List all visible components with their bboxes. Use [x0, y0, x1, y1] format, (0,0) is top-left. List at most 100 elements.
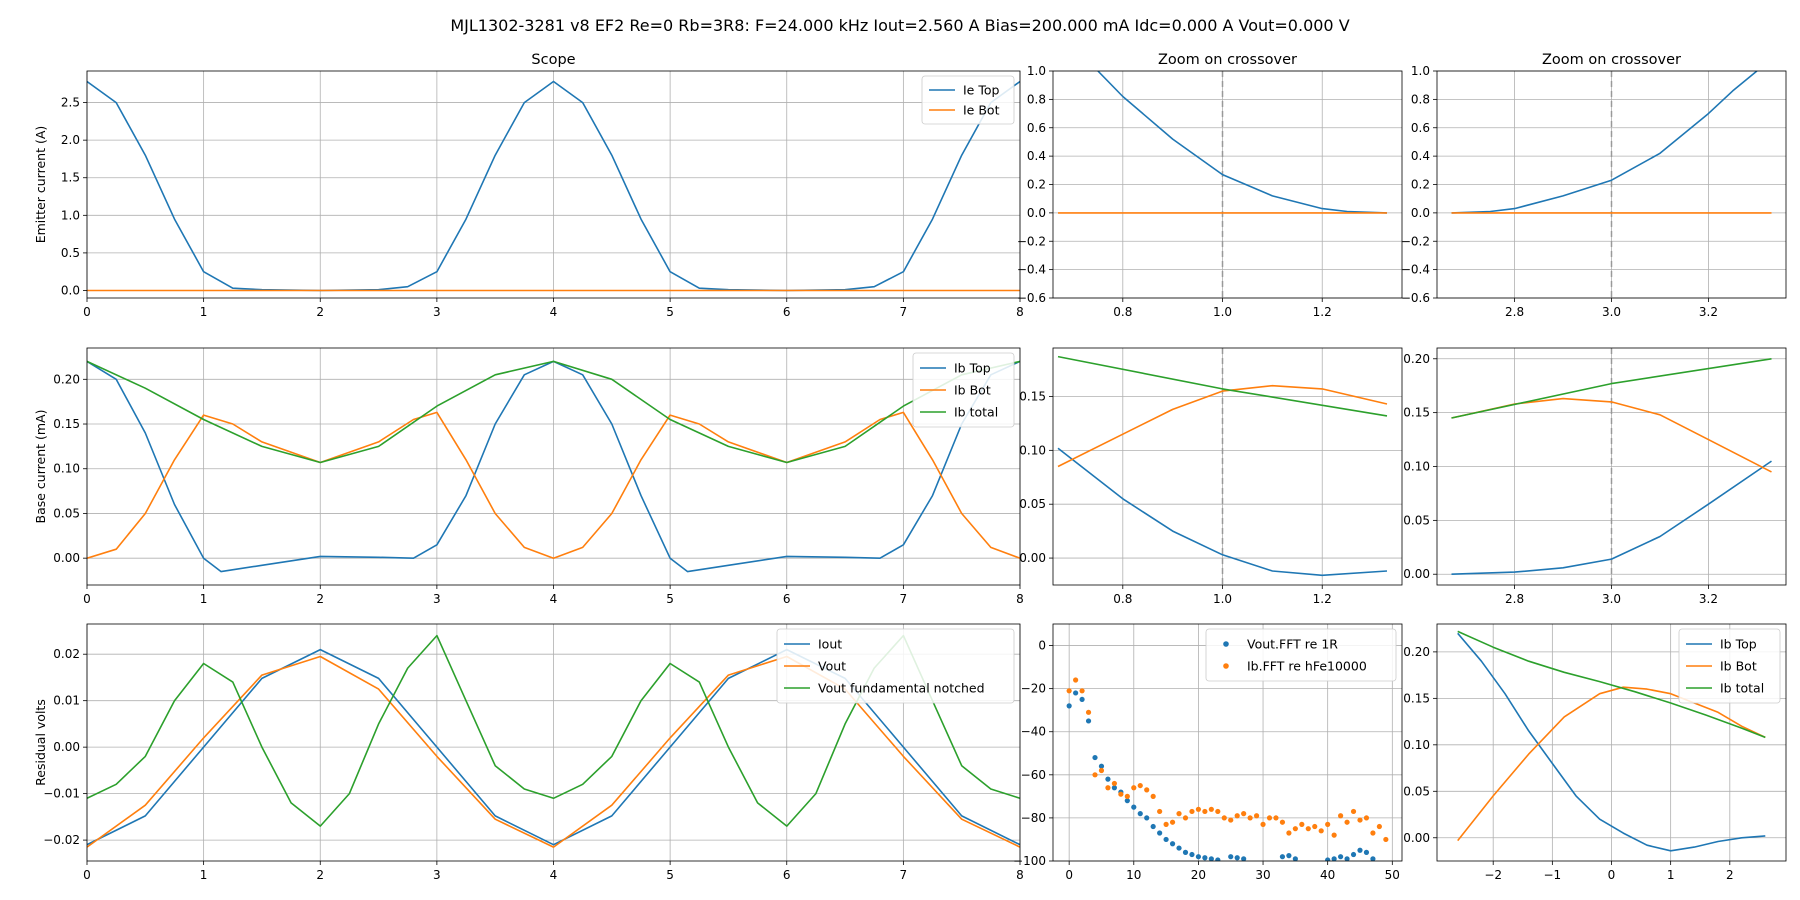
- y-tick-label: 0.00: [53, 740, 80, 754]
- point-ib-fft-re-hfe10000: [1376, 823, 1382, 830]
- plot-frame: [1052, 70, 1403, 299]
- y-axis-label: Residual volts: [33, 699, 48, 786]
- point-vout-fft-re-1r: [1157, 830, 1163, 836]
- point-ib-fft-re-hfe10000: [1150, 793, 1156, 799]
- legend-label: Vout fundamental notched: [818, 681, 985, 696]
- x-tick-label: 2: [316, 868, 324, 882]
- legend-box: [1678, 628, 1781, 704]
- point-ib-fft-re-hfe10000: [1066, 688, 1072, 694]
- legend-label: Ib Top: [1720, 637, 1757, 652]
- legend-marker: [1223, 641, 1229, 647]
- y-tick-label: 0.01: [53, 694, 80, 708]
- point-ib-fft-re-hfe10000: [1157, 808, 1163, 815]
- series-ib-total: [87, 360, 1020, 464]
- y-tick-label: 0.5: [61, 246, 80, 260]
- point-ib-fft-re-hfe10000: [1273, 815, 1279, 821]
- series-trace-0: [1057, 447, 1388, 577]
- point-vout-fft-re-1r: [1098, 763, 1105, 769]
- point-vout-fft-re-1r: [1079, 696, 1085, 703]
- point-vout-fft-re-1r: [1202, 855, 1208, 861]
- chart-base-zoom1: 0.8 1.0 1.2 0.00 0.05 0.10 0.15: [1019, 347, 1403, 606]
- point-ib-fft-re-hfe10000: [1344, 819, 1350, 825]
- x-tick-label: 0.8: [1113, 592, 1132, 606]
- point-ib-fft-re-hfe10000: [1098, 767, 1105, 774]
- plot-frame: [1436, 623, 1787, 862]
- y-tick-label: 0.6: [1411, 121, 1430, 135]
- y-tick-label: 1.0: [1027, 64, 1046, 78]
- point-ib-fft-re-hfe10000: [1318, 828, 1324, 834]
- y-tick-label: 2.5: [61, 96, 80, 110]
- y-tick-label: 0.05: [1019, 497, 1046, 511]
- point-ib-fft-re-hfe10000: [1221, 815, 1227, 821]
- point-vout-fft-re-1r: [1144, 815, 1150, 821]
- y-tick-label: −0.01: [43, 787, 80, 801]
- x-tick-label: 2: [1726, 868, 1734, 882]
- point-ib-fft-re-hfe10000: [1253, 813, 1260, 819]
- point-ib-fft-re-hfe10000: [1266, 815, 1273, 821]
- x-tick-label: 4: [550, 868, 558, 882]
- x-tick-label: 7: [900, 868, 908, 882]
- point-vout-fft-re-1r: [1092, 754, 1098, 761]
- point-vout-fft-re-1r: [1363, 849, 1370, 855]
- y-tick-label: −100: [1013, 854, 1046, 868]
- x-tick-label: 7: [900, 305, 908, 319]
- y-tick-label: 1.0: [1411, 64, 1430, 78]
- point-ib-fft-re-hfe10000: [1338, 813, 1344, 819]
- point-vout-fft-re-1r: [1195, 854, 1202, 860]
- y-tick-label: −0.4: [1401, 263, 1430, 277]
- x-tick-label: 1.2: [1313, 305, 1332, 319]
- y-axis-label: Emitter current (A): [33, 126, 48, 244]
- y-tick-label: 0.10: [53, 462, 80, 476]
- x-tick-label: −1: [1543, 868, 1561, 882]
- legend-label: Ib total: [1720, 681, 1764, 696]
- x-tick-label: 0: [83, 592, 91, 606]
- point-vout-fft-re-1r: [1131, 804, 1137, 810]
- x-tick-label: 3.2: [1699, 592, 1718, 606]
- legend-marker: [1223, 663, 1229, 669]
- series-trace-1: [1057, 384, 1388, 468]
- point-ib-fft-re-hfe10000: [1202, 808, 1208, 815]
- chart-fft: 0 10 20 30 40 50 −100 −80 −60 −40 −20 0 Vout.FFT re …: [1013, 623, 1403, 882]
- y-tick-label: 0.10: [1403, 460, 1430, 474]
- point-ib-fft-re-hfe10000: [1131, 785, 1137, 791]
- legend: Ie Top Ie Bot: [921, 75, 1015, 125]
- point-ib-fft-re-hfe10000: [1176, 811, 1182, 817]
- x-tick-label: 2.8: [1505, 305, 1524, 319]
- y-tick-label: −0.02: [43, 833, 80, 847]
- x-tick-label: 5: [666, 868, 674, 882]
- legend-box: [912, 352, 1015, 428]
- x-tick-label: 0: [83, 305, 91, 319]
- y-tick-label: 0.20: [53, 372, 80, 386]
- legend: Ib Top Ib Bot Ib total: [912, 352, 1015, 428]
- point-vout-fft-re-1r: [1370, 856, 1376, 861]
- x-tick-label: 8: [1016, 868, 1024, 882]
- y-tick-label: 0.6: [1027, 121, 1046, 135]
- point-vout-fft-re-1r: [1208, 856, 1214, 861]
- point-ib-fft-re-hfe10000: [1350, 808, 1357, 815]
- point-ib-fft-re-hfe10000: [1169, 819, 1176, 825]
- point-ib-fft-re-hfe10000: [1189, 808, 1195, 815]
- point-vout-fft-re-1r: [1182, 849, 1189, 855]
- point-ib-fft-re-hfe10000: [1118, 791, 1124, 797]
- legend-label: Ib.FFT re hFe10000: [1247, 659, 1367, 674]
- point-ib-fft-re-hfe10000: [1092, 772, 1098, 778]
- point-vout-fft-re-1r: [1105, 776, 1111, 782]
- y-tick-label: 0.4: [1027, 149, 1046, 163]
- series-trace-2: [1451, 358, 1772, 419]
- y-tick-label: 0.15: [1019, 389, 1046, 403]
- legend-box: [921, 75, 1015, 125]
- plot-frame: [86, 347, 1021, 586]
- x-tick-label: 1.0: [1213, 305, 1232, 319]
- point-vout-fft-re-1r: [1163, 836, 1169, 843]
- x-tick-label: 3.0: [1602, 592, 1621, 606]
- x-tick-label: 0: [1065, 868, 1073, 882]
- point-vout-fft-re-1r: [1234, 855, 1240, 861]
- point-ib-fft-re-hfe10000: [1105, 785, 1111, 791]
- y-tick-label: 0.15: [1403, 406, 1430, 420]
- point-vout-fft-re-1r: [1073, 690, 1079, 696]
- legend-label: Ie Top: [963, 83, 1000, 98]
- plot-frame: [1052, 623, 1403, 862]
- x-tick-label: 6: [783, 305, 791, 319]
- chart-emitter-zoom2: 2.8 3.0 3.2 −0.6 −0.4 −0.2 0.0 0.2 0.4 0.6 0.8 1.0 Z…: [1401, 52, 1787, 319]
